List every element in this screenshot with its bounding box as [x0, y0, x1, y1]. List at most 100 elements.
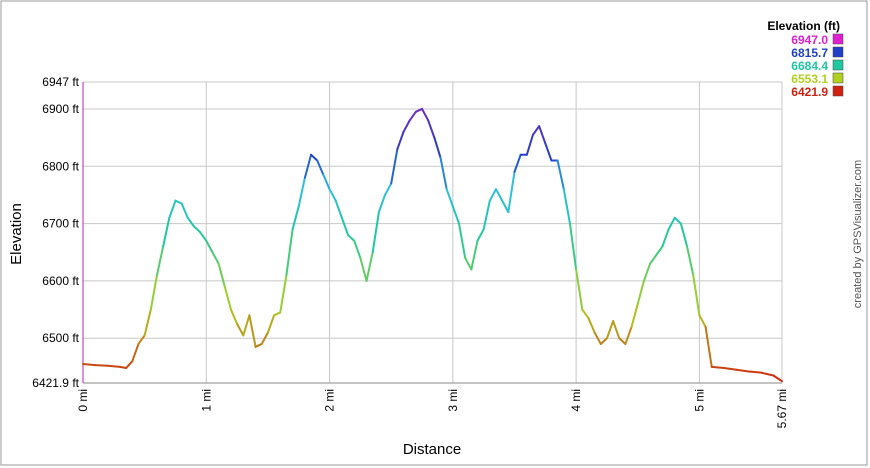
profile-segment — [433, 136, 442, 159]
profile-segment — [162, 216, 171, 248]
profile-segment — [439, 156, 448, 191]
y-tick-label: 6500 ft — [42, 331, 79, 345]
profile-segment — [131, 342, 140, 363]
credit-text: created by GPSVisualizer.com — [852, 160, 864, 308]
profile-segment — [507, 170, 516, 214]
profile-segment — [772, 374, 783, 383]
grid — [83, 81, 783, 383]
legend-swatch — [832, 85, 844, 97]
profile-segment — [704, 325, 713, 368]
profile-segment — [698, 314, 707, 328]
profile-segment — [199, 231, 208, 242]
profile-segment — [285, 228, 294, 277]
profile-segment — [710, 365, 726, 370]
profile-segment — [581, 308, 590, 320]
profile-segment — [445, 188, 454, 208]
x-tick-label: 5 mi — [692, 389, 706, 412]
profile-segment — [458, 222, 467, 259]
profile-segment — [723, 367, 738, 371]
profile-segment — [402, 119, 411, 133]
profile-segment — [94, 364, 109, 367]
profile-segment — [236, 322, 245, 337]
profile-segment — [686, 245, 695, 277]
profile-segment — [618, 337, 627, 345]
profile-segment — [494, 188, 504, 202]
legend-value: 6421.9 — [791, 85, 828, 99]
profile-segment — [673, 216, 682, 225]
x-axis-ticks: 0 mi 1 mi 2 mi 3 mi 4 mi 5 mi 5.67 mi — [76, 389, 789, 428]
profile-segment — [229, 308, 239, 325]
profile-segment — [316, 159, 325, 176]
legend-swatch — [832, 72, 844, 84]
legend-value: 6815.7 — [791, 46, 828, 60]
profile-segment — [254, 342, 263, 348]
profile-segment — [377, 193, 387, 214]
profile-segment — [538, 125, 547, 145]
profile-segment — [692, 274, 701, 317]
profile-segment — [482, 199, 491, 231]
profile-segment — [310, 153, 319, 162]
profile-segment — [501, 199, 510, 214]
x-tick-label: 1 mi — [199, 389, 213, 412]
profile-segment — [180, 202, 189, 219]
y-tick-label: 6700 ft — [42, 217, 79, 231]
profile-segment — [211, 251, 220, 265]
legend-value: 6553.1 — [791, 72, 828, 86]
profile-segment — [414, 107, 424, 113]
profile-segment — [396, 130, 405, 151]
profile-segment — [747, 370, 763, 374]
profile-segment — [525, 133, 534, 156]
profile-segment — [760, 371, 775, 377]
profile-segment — [353, 239, 362, 259]
profile-segment — [605, 320, 615, 340]
profile-segment — [322, 173, 331, 191]
profile-segment — [421, 107, 430, 122]
profile-segment — [248, 314, 257, 348]
x-tick-label: 0 mi — [76, 389, 90, 412]
profile-segment — [340, 216, 350, 237]
profile-segment — [735, 368, 750, 373]
y-axis-ticks: 6421.9 ft 6500 ft 6600 ft 6700 ft 6800 ft 690… — [32, 75, 79, 390]
x-axis-title: Distance — [403, 441, 461, 458]
profile-segment — [365, 251, 374, 282]
profile-segment — [655, 245, 664, 257]
profile-segment — [593, 331, 602, 345]
profile-segment — [470, 239, 479, 271]
profile-segment — [575, 268, 584, 311]
profile-segment — [303, 153, 313, 179]
profile-segment — [679, 222, 689, 248]
y-tick-label: 6800 ft — [42, 159, 79, 173]
profile-segment — [155, 245, 165, 277]
profile-segment — [371, 211, 380, 254]
profile-segment — [408, 110, 417, 122]
y-tick-label: 6421.9 ft — [32, 376, 79, 390]
profile-segment — [192, 225, 202, 234]
profile-segment — [106, 364, 121, 368]
y-axis-title: Elevation — [8, 203, 25, 265]
profile-segment — [390, 148, 399, 185]
x-tick-label: 2 mi — [323, 389, 337, 412]
profile-segment — [488, 188, 497, 202]
profile-segment — [149, 274, 158, 311]
profile-segment — [661, 228, 670, 248]
profile-segment — [143, 308, 152, 337]
profile-segment — [642, 262, 652, 282]
legend-value: 6684.4 — [791, 59, 828, 73]
profile-segment — [347, 234, 356, 242]
profile-segment — [599, 337, 608, 345]
legend-title: Elevation (ft) — [767, 19, 840, 33]
profile-segment — [630, 302, 639, 328]
profile-segment — [531, 125, 541, 136]
profile-segment — [291, 205, 300, 231]
profile-segment — [297, 176, 306, 208]
profile-segment — [328, 188, 337, 202]
profile-segment — [137, 334, 146, 345]
profile-segment — [359, 256, 368, 282]
profile-segment — [451, 205, 461, 225]
profile-segment — [544, 142, 553, 162]
legend: Elevation (ft) 6947.06815.76684.46553.16… — [767, 19, 844, 99]
profile-segment — [649, 254, 658, 265]
profile-segment — [562, 188, 571, 225]
y-tick-label: 6900 ft — [42, 102, 79, 116]
